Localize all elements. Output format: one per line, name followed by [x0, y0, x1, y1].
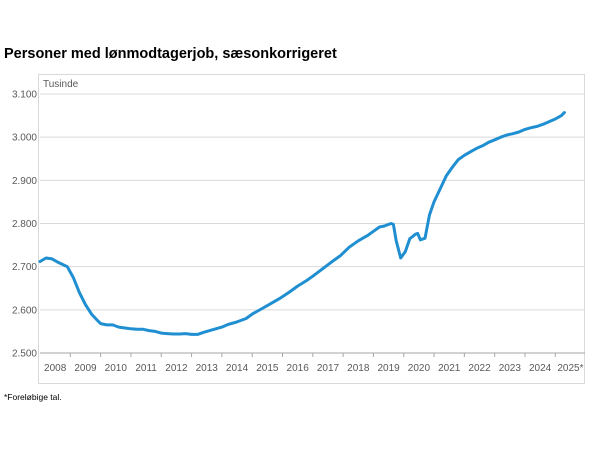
x-tick-label: 2017 — [317, 363, 340, 374]
x-tick-label: 2008 — [44, 363, 67, 374]
x-tick-label: 2019 — [377, 363, 400, 374]
footnote: *Foreløbige tal. — [4, 392, 62, 402]
plot-area-border — [38, 74, 585, 384]
y-tick-label: 2.900 — [12, 176, 37, 187]
y-tick-label: 2.700 — [12, 262, 37, 273]
y-unit-label: Tusinde — [43, 79, 79, 90]
x-axis-ticks: 2008 2009 2010 2011 2012 2013 2014 2015 2016 2017… — [44, 353, 584, 374]
gridlines — [40, 93, 585, 354]
x-tick-label: 2012 — [165, 363, 188, 374]
y-tick-label: 3.000 — [12, 133, 37, 144]
x-tick-label: 2016 — [287, 363, 310, 374]
x-tick-label: 2025* — [557, 363, 583, 374]
x-tick-label: 2024 — [529, 363, 552, 374]
x-tick-label: 2021 — [438, 363, 461, 374]
y-tick-label: 3.100 — [12, 90, 37, 101]
x-tick-label: 2011 — [135, 363, 157, 374]
x-tick-label: 2009 — [74, 363, 97, 374]
x-tick-label: 2020 — [408, 363, 431, 374]
y-tick-label: 2.500 — [12, 349, 37, 360]
y-tick-label: 2.800 — [12, 219, 37, 230]
x-tick-label: 2022 — [468, 363, 491, 374]
x-tick-label: 2015 — [256, 363, 279, 374]
x-tick-label: 2013 — [196, 363, 219, 374]
x-tick-label: 2010 — [105, 363, 128, 374]
y-tick-label: 2.600 — [12, 305, 37, 316]
x-tick-label: 2014 — [226, 363, 249, 374]
x-tick-label: 2018 — [347, 363, 370, 374]
chart-title: Personer med lønmodtagerjob, sæsonkorrig… — [4, 46, 337, 62]
series-group — [38, 111, 566, 336]
x-tick-label: 2023 — [499, 363, 522, 374]
series-line — [38, 111, 566, 336]
y-axis-ticks: 2.500 2.600 2.700 2.800 2.900 3.000 3.100 — [12, 90, 37, 360]
